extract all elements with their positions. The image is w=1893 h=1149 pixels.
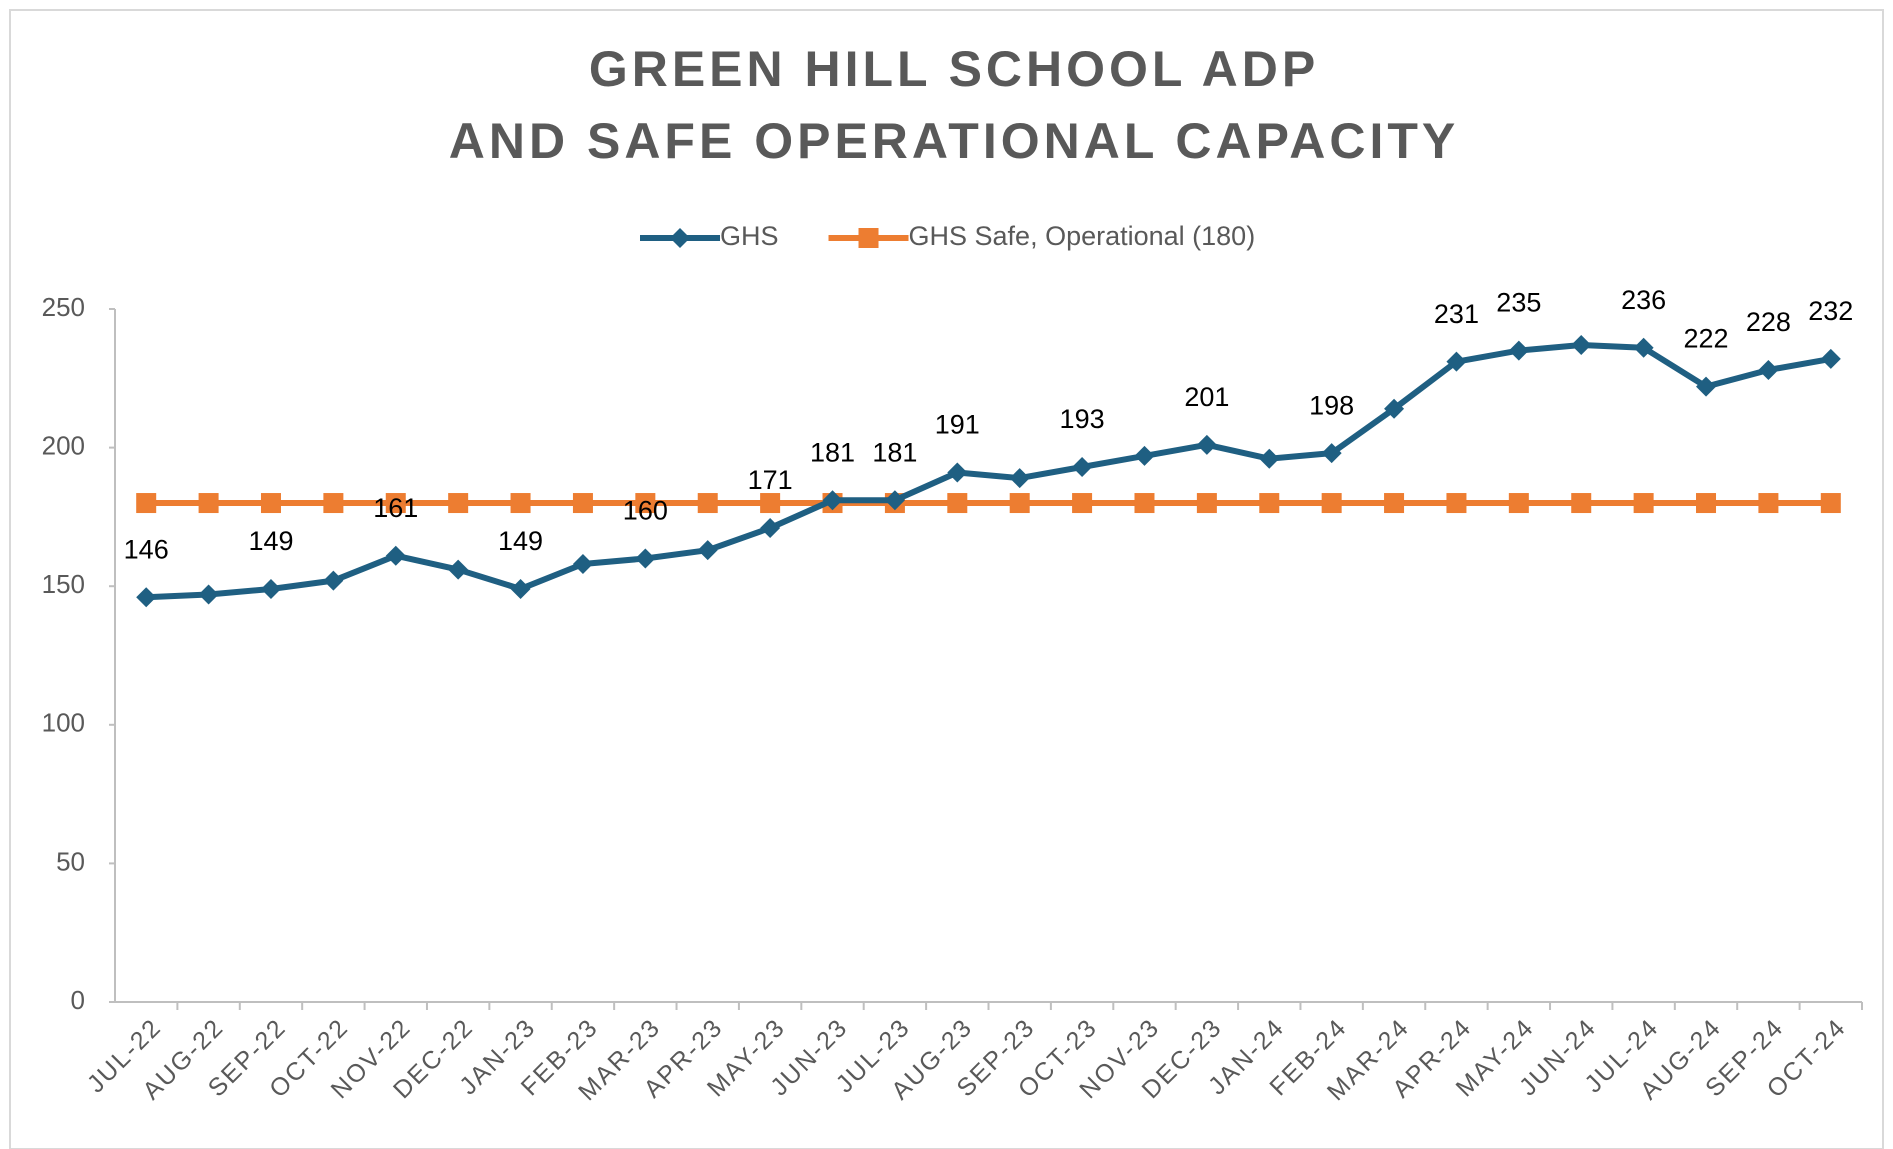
point xyxy=(1508,340,1529,361)
point xyxy=(323,493,344,514)
data-label: 198 xyxy=(1309,390,1354,420)
y-tick-label: 250 xyxy=(42,292,85,322)
point xyxy=(1820,348,1841,369)
point xyxy=(385,493,406,514)
data-label: 222 xyxy=(1683,324,1728,354)
data-label: 149 xyxy=(498,526,543,556)
data-label: 235 xyxy=(1496,288,1541,318)
data-label: 201 xyxy=(1184,382,1229,412)
point xyxy=(1259,493,1280,514)
data-label: 236 xyxy=(1621,285,1666,315)
point xyxy=(260,578,281,599)
point xyxy=(1508,493,1529,514)
point xyxy=(572,554,593,575)
legend-label: GHS Safe, Operational (180) xyxy=(909,221,1256,251)
data-label: 161 xyxy=(373,493,418,523)
point xyxy=(510,578,531,599)
point xyxy=(1571,335,1592,356)
point xyxy=(1196,434,1217,455)
chart-title: AND SAFE OPERATIONAL CAPACITY xyxy=(449,113,1459,169)
legend-label: GHS xyxy=(720,221,779,251)
point xyxy=(1633,493,1654,514)
point xyxy=(1072,457,1093,478)
point xyxy=(448,559,469,580)
data-label: 171 xyxy=(748,465,793,495)
data-label: 160 xyxy=(623,496,668,526)
chart-title: GREEN HILL SCHOOL ADP xyxy=(589,41,1319,97)
data-label: 149 xyxy=(248,526,293,556)
chart-border xyxy=(9,9,1884,1149)
y-tick-label: 200 xyxy=(42,430,85,460)
y-tick-label: 0 xyxy=(71,985,85,1015)
point xyxy=(1571,493,1592,514)
point xyxy=(385,545,406,566)
point xyxy=(1446,493,1467,514)
data-label: 231 xyxy=(1434,299,1479,329)
point xyxy=(198,493,219,514)
y-tick-label: 100 xyxy=(42,708,85,738)
point xyxy=(510,493,531,514)
point xyxy=(635,548,656,569)
point xyxy=(1446,351,1467,372)
point xyxy=(1009,468,1030,489)
point xyxy=(822,490,843,511)
y-tick-label: 150 xyxy=(42,569,85,599)
data-label: 232 xyxy=(1808,296,1853,326)
point xyxy=(1134,445,1155,466)
point xyxy=(1321,443,1342,464)
data-label: 193 xyxy=(1060,404,1105,434)
point xyxy=(260,493,281,514)
data-label: 146 xyxy=(124,534,169,564)
point xyxy=(1321,493,1342,514)
point xyxy=(1384,493,1405,514)
point xyxy=(198,584,219,605)
y-tick-label: 50 xyxy=(56,846,85,876)
point xyxy=(760,493,781,514)
point xyxy=(572,493,593,514)
point xyxy=(323,570,344,591)
point xyxy=(1758,493,1779,514)
point xyxy=(1196,493,1217,514)
point xyxy=(1633,337,1654,358)
legend-marker xyxy=(670,228,690,248)
point xyxy=(947,493,968,514)
point xyxy=(136,587,157,608)
point xyxy=(697,493,718,514)
data-label: 228 xyxy=(1746,307,1791,337)
point xyxy=(448,493,469,514)
point xyxy=(760,517,781,538)
point xyxy=(1696,376,1717,397)
point xyxy=(1134,493,1155,514)
point xyxy=(947,462,968,483)
legend-marker xyxy=(858,228,879,248)
point xyxy=(884,490,905,511)
point xyxy=(1696,493,1717,514)
point xyxy=(136,493,157,514)
point xyxy=(1072,493,1093,514)
data-label: 191 xyxy=(935,410,980,440)
point xyxy=(1259,448,1280,469)
data-label: 181 xyxy=(810,437,855,467)
point xyxy=(635,493,656,514)
series-line xyxy=(146,342,1832,601)
point xyxy=(1009,493,1030,514)
data-label: 181 xyxy=(872,437,917,467)
point xyxy=(1384,398,1405,419)
point xyxy=(1758,359,1779,380)
point xyxy=(1820,493,1841,514)
point xyxy=(697,540,718,561)
